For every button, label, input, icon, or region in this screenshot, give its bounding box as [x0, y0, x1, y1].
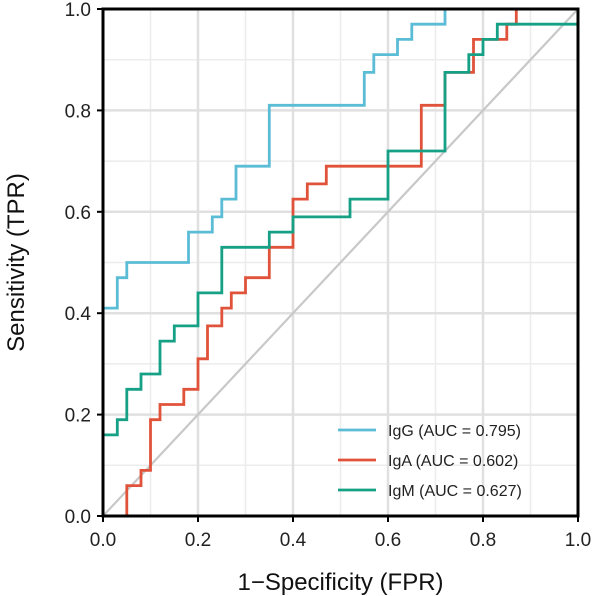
y-axis-title: Sensitivity (TPR)	[3, 173, 30, 352]
y-tick-label: 0.2	[65, 406, 91, 427]
y-axis-ticks: 0.0 0.2 0.4 0.6 0.8 1.0	[65, 0, 103, 528]
chance-diagonal-line	[102, 8, 579, 517]
y-tick-label: 1.0	[65, 0, 91, 21]
y-tick-label: 0.0	[65, 507, 91, 528]
y-tick-label: 0.6	[65, 203, 91, 224]
x-tick-label: 0.0	[90, 530, 116, 551]
x-tick-label: 0.6	[375, 530, 401, 551]
x-tick-label: 0.4	[280, 530, 307, 551]
roc-curve-line	[101, 7, 578, 516]
roc-curves	[101, 7, 578, 516]
legend-label: IgA (AUC = 0.602)	[388, 453, 518, 470]
y-tick-label: 0.4	[65, 304, 92, 325]
x-tick-label: 0.8	[470, 530, 496, 551]
legend-label: IgG (AUC = 0.795)	[388, 423, 521, 440]
legend-label: IgM (AUC = 0.627)	[388, 483, 522, 500]
x-tick-label: 1.0	[565, 530, 591, 551]
x-tick-label: 0.2	[185, 530, 211, 551]
x-axis-title: 1−Specificity (FPR)	[237, 569, 443, 596]
legend: IgG (AUC = 0.795) IgA (AUC = 0.602) IgM (A…	[338, 423, 522, 500]
y-tick-label: 0.8	[65, 101, 91, 122]
roc-curve-line	[101, 22, 578, 516]
plot-frame	[101, 7, 580, 518]
x-axis-ticks: 0.0 0.2 0.4 0.6 0.8 1.0	[90, 516, 591, 551]
